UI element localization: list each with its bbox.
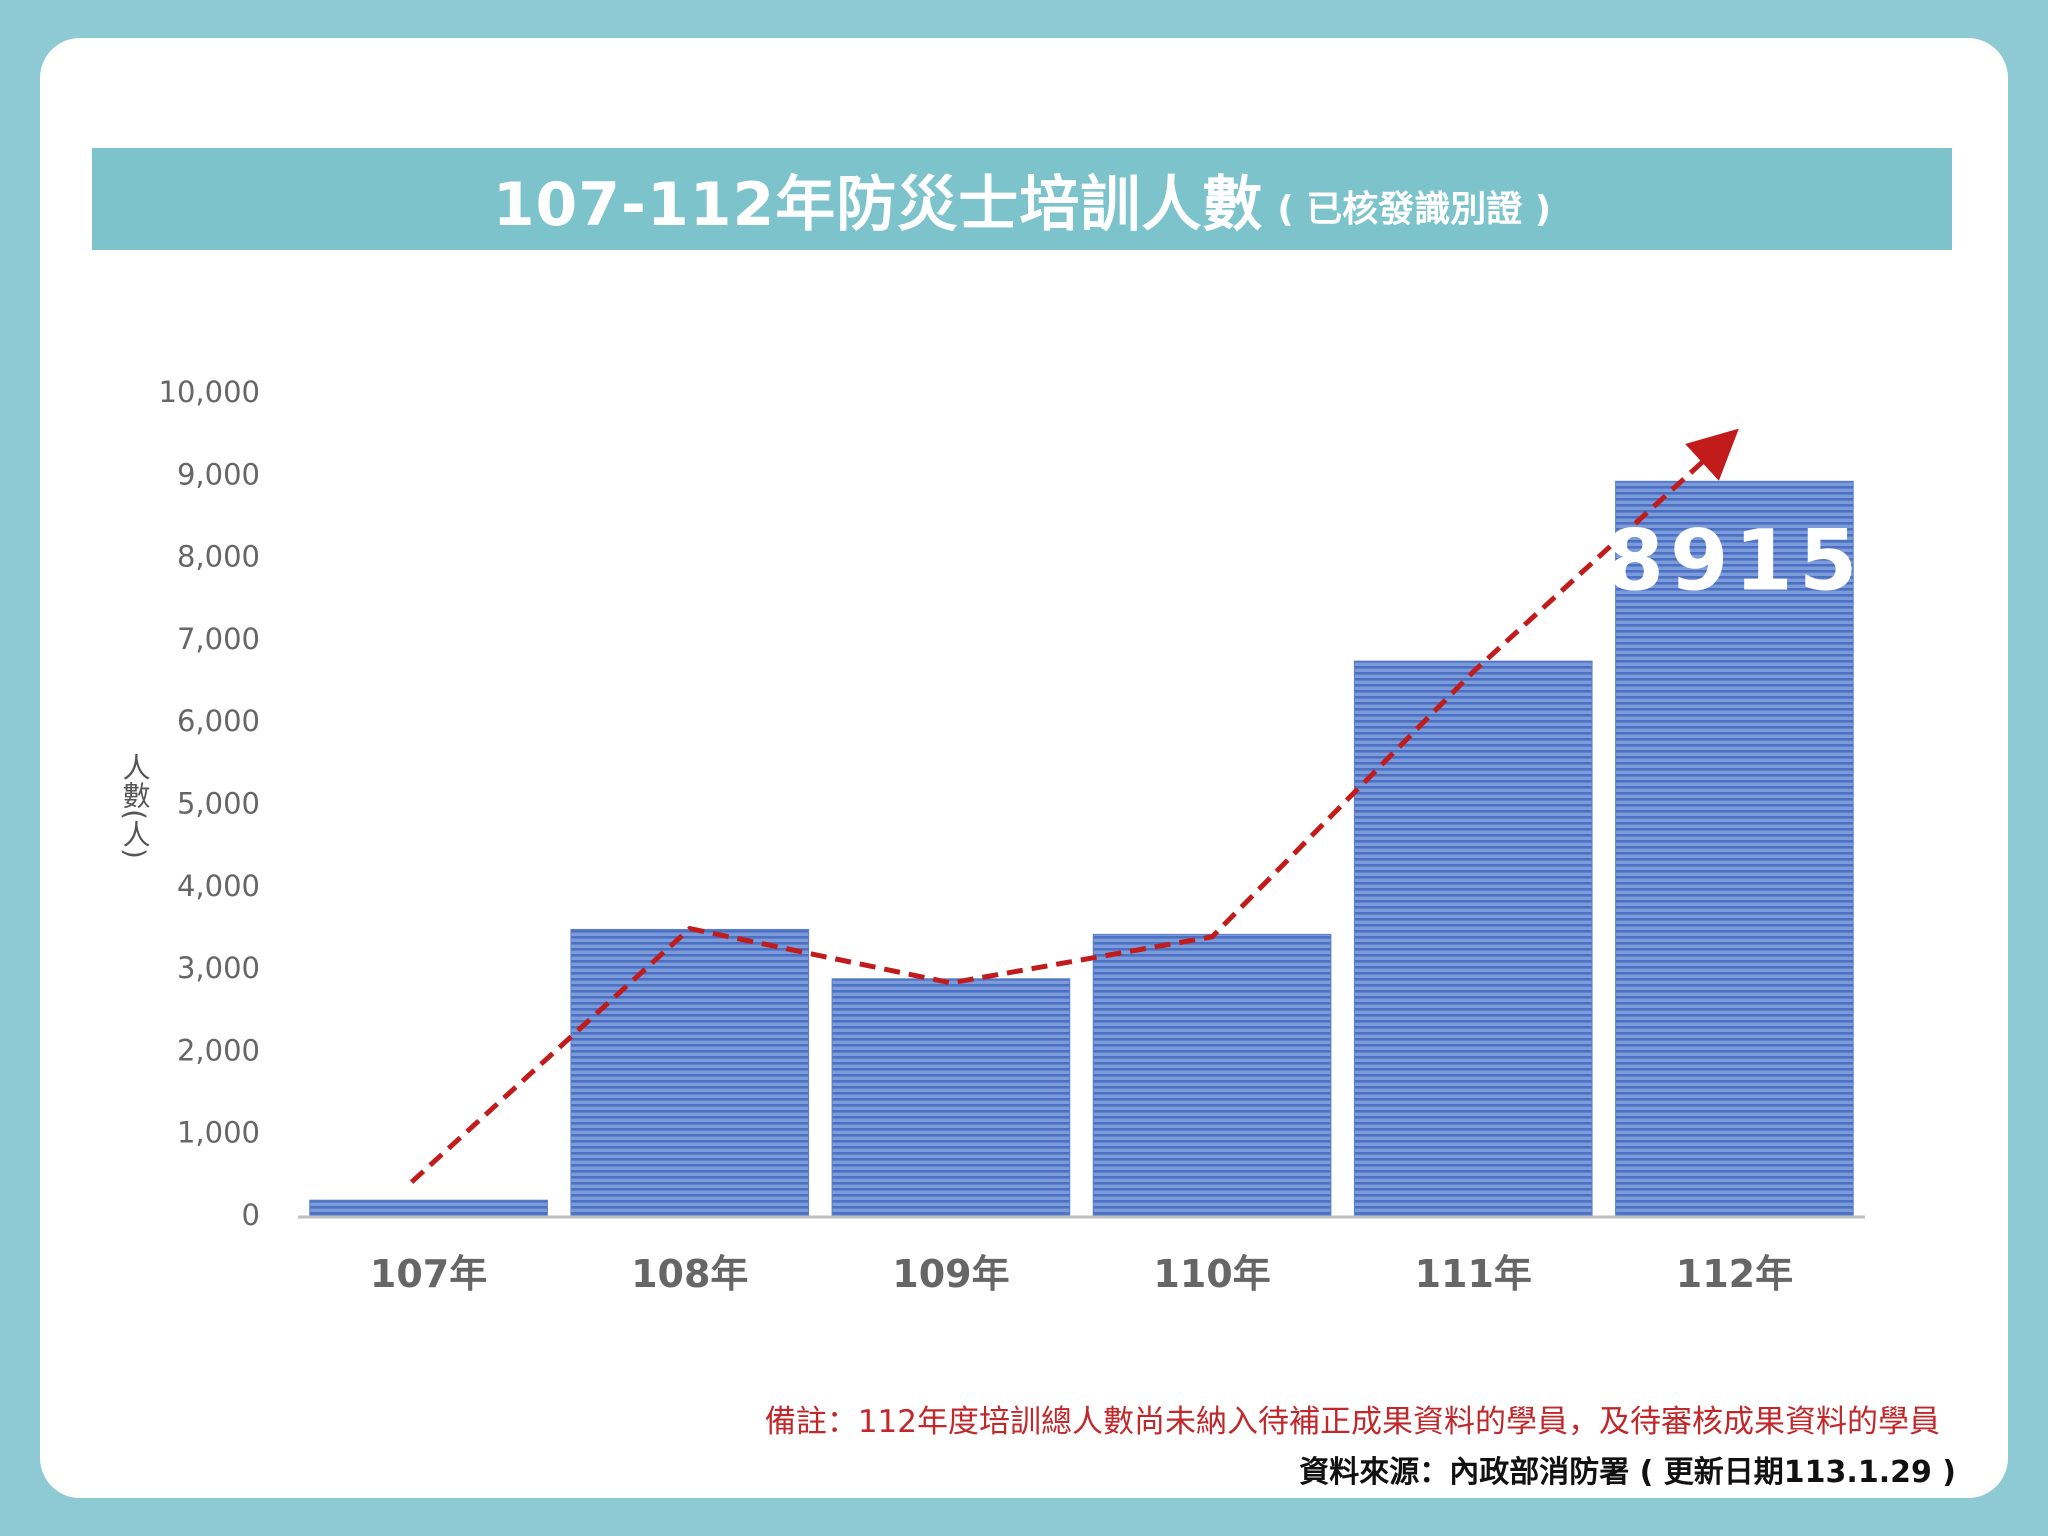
bar-112年 [1615,480,1854,1216]
bar-110年 [1092,933,1332,1216]
title-banner: 107-112年防災士培訓人數 ( 已核發識別證 ) [92,148,1952,250]
bar-111年 [1353,660,1593,1216]
x-tick-label: 111年 [1415,1252,1532,1296]
x-axis: 107年 108年 109年 110年 111年 112年 [370,1252,1793,1296]
x-tick-label: 112年 [1676,1252,1793,1296]
footnote: 備註：112年度培訓總人數尚未納入待補正成果資料的學員，及待審核成果資料的學員 [764,1404,1940,1440]
bar-108年 [570,928,810,1216]
y-tick-label: 7,000 [177,622,260,656]
chart-subtitle: ( 已核發識別證 ) [1277,189,1552,230]
y-tick-label: 1,000 [177,1116,260,1150]
trend-arrow-line [409,428,1739,1184]
bar-value-label-112: 8915 [1606,511,1864,609]
y-axis-label: 人數(人) [119,753,152,859]
x-tick-label: 108年 [631,1252,748,1296]
x-tick-label: 109年 [892,1252,1009,1296]
y-tick-label: 4,000 [177,869,260,903]
data-source: 資料來源：內政部消防署 ( 更新日期113.1.29 ) [1299,1455,1956,1490]
x-tick-label: 107年 [370,1252,487,1296]
y-tick-label: 3,000 [177,951,260,985]
bar-107年 [309,1199,548,1216]
y-tick-label: 10,000 [159,375,260,409]
bar-109年 [831,978,1071,1216]
bars [309,480,1854,1216]
y-tick-label: 0 [242,1198,260,1232]
x-tick-label: 110年 [1153,1252,1270,1296]
y-tick-label: 8,000 [177,540,260,574]
y-tick-label: 6,000 [177,704,260,738]
y-tick-label: 2,000 [177,1033,260,1067]
y-axis: 0 1,000 2,000 3,000 4,000 5,000 6,000 7,000 8,00… [159,375,260,1232]
chart-title: 107-112年防災士培訓人數 [492,169,1264,240]
y-tick-label: 9,000 [177,457,260,491]
y-tick-label: 5,000 [177,787,260,821]
